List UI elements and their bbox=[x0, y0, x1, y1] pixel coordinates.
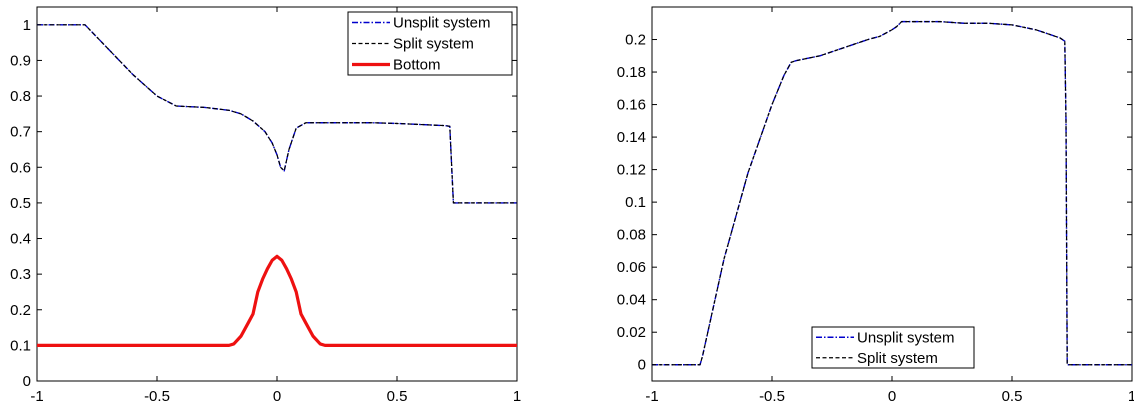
legend-label: Split system bbox=[857, 350, 938, 367]
series-group bbox=[652, 20, 1132, 366]
series-line-bottom bbox=[37, 254, 517, 347]
legend-label: Unsplit system bbox=[393, 15, 491, 32]
x-tick-label: 0.5 bbox=[387, 388, 408, 405]
x-tick-label: 1 bbox=[1128, 388, 1134, 405]
y-tick-label: 0.16 bbox=[617, 97, 646, 114]
x-tick-label: 0.5 bbox=[1002, 388, 1023, 405]
y-tick-label: 0.3 bbox=[10, 266, 31, 283]
y-tick-label: 0.04 bbox=[617, 292, 646, 309]
y-tick-label: 0.06 bbox=[617, 259, 646, 276]
series-group bbox=[37, 24, 517, 347]
series-line-split-system bbox=[37, 24, 517, 204]
y-tick-label: 0 bbox=[23, 373, 31, 390]
y-tick-label: 0.1 bbox=[10, 337, 31, 354]
y-tick-label: 1 bbox=[23, 17, 31, 34]
y-tick-label: 0.08 bbox=[617, 227, 646, 244]
y-tick-label: 0.8 bbox=[10, 88, 31, 105]
y-tick-label: 0.18 bbox=[617, 64, 646, 81]
legend-label: Split system bbox=[393, 36, 474, 53]
x-tick-label: -0.5 bbox=[144, 388, 170, 405]
legend-label: Unsplit system bbox=[857, 329, 955, 346]
y-tick-label: 0.2 bbox=[10, 302, 31, 319]
y-tick-label: 0 bbox=[638, 357, 646, 374]
y-tick-label: 0.5 bbox=[10, 195, 31, 212]
x-tick-label: 0 bbox=[888, 388, 896, 405]
y-tick-label: 0.6 bbox=[10, 159, 31, 176]
y-tick-label: 0.02 bbox=[617, 324, 646, 341]
plot-area bbox=[651, 6, 1133, 382]
series-line-split-system bbox=[652, 21, 1132, 366]
y-tick-label: 0.14 bbox=[617, 129, 646, 146]
chart-left: -1 -0.5 0 0.5 1 0 0.1 0.2 0.3 0.4 0.5 0.6 0.7 0.8 0.9 1… bbox=[10, 6, 521, 405]
y-tick-label: 0.1 bbox=[625, 194, 646, 211]
x-tick-label: 1 bbox=[513, 388, 521, 405]
x-tick-label: -0.5 bbox=[759, 388, 785, 405]
x-tick-label: -1 bbox=[645, 388, 658, 405]
chart-right: -1 -0.5 0 0.5 1 0 0.02 0.04 0.06 0.08 0.1 0.12 0.14 0… bbox=[617, 6, 1134, 405]
x-tick-label: -1 bbox=[30, 388, 43, 405]
legend-box bbox=[811, 326, 975, 369]
y-tick-label: 0.4 bbox=[10, 231, 31, 248]
y-tick-label: 0.9 bbox=[10, 52, 31, 69]
legend-label: Bottom bbox=[393, 57, 441, 74]
y-tick-label: 0.12 bbox=[617, 162, 646, 179]
y-tick-label: 0.2 bbox=[625, 32, 646, 49]
x-tick-label: 0 bbox=[273, 388, 281, 405]
y-tick-label: 0.7 bbox=[10, 124, 31, 141]
